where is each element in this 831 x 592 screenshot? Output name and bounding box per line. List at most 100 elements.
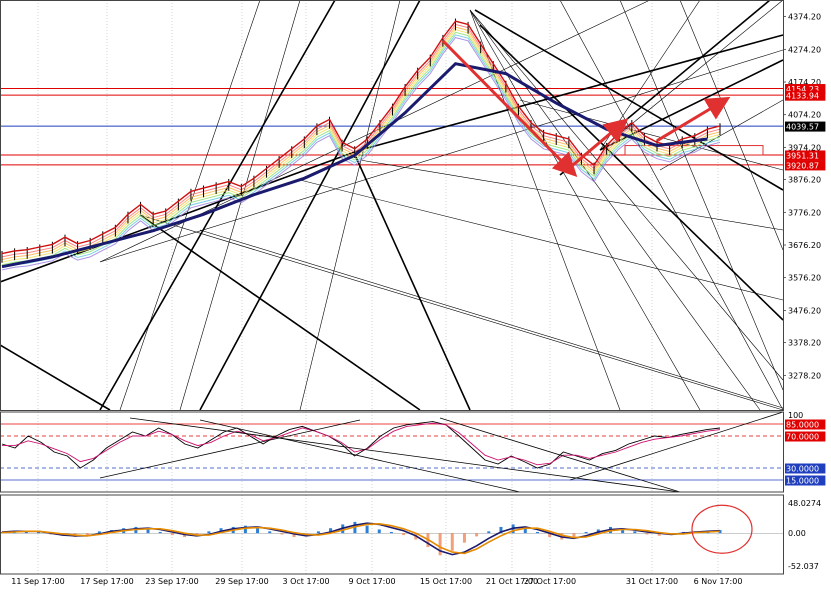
x-tick-label: 6 Nov 17:00 bbox=[694, 577, 743, 586]
price-y-tick-label: 4074.20 bbox=[788, 111, 821, 120]
trendline bbox=[119, 0, 261, 411]
price-ma-line bbox=[1, 62, 708, 269]
histogram-bar bbox=[158, 531, 162, 534]
price-y-tick-label: 4274.20 bbox=[788, 45, 821, 54]
price-ribbon-line bbox=[1, 31, 721, 266]
histogram-bar bbox=[268, 531, 272, 534]
histogram-axis-label: -52.037 bbox=[788, 562, 819, 571]
highlight-circle bbox=[691, 504, 753, 554]
histogram-bar bbox=[572, 533, 576, 538]
oscillator-panel-frame bbox=[0, 411, 784, 493]
x-tick-label: 31 Oct 17:00 bbox=[626, 577, 678, 586]
histogram-bar bbox=[645, 533, 649, 535]
price-y-tick-label: 3278.20 bbox=[788, 371, 821, 380]
price-ribbon-line bbox=[1, 34, 721, 268]
price-y-tick-label: 3876.20 bbox=[788, 176, 821, 185]
histogram-bar bbox=[85, 533, 89, 536]
trendline bbox=[659, 99, 784, 171]
oscillator-level-tag-bg bbox=[785, 475, 826, 486]
trendline bbox=[469, 9, 761, 411]
histogram-signal-line bbox=[1, 522, 721, 555]
annotations bbox=[441, 39, 731, 178]
oscillator-trendline bbox=[129, 417, 681, 493]
oscillator-trendline bbox=[99, 419, 361, 479]
histogram-bar bbox=[584, 531, 588, 534]
histogram-axis-label: 48.0274 bbox=[788, 499, 821, 508]
histogram-bar bbox=[462, 533, 466, 543]
trendline bbox=[599, 0, 784, 151]
oscillator-axis-label: 100 bbox=[788, 411, 803, 420]
price-level-tag-bg bbox=[785, 150, 826, 161]
histogram-grid bbox=[37, 495, 719, 574]
price-level-tag-bg bbox=[785, 90, 826, 101]
current-price-tag-bg bbox=[785, 121, 826, 132]
histogram-bar bbox=[146, 529, 150, 534]
histogram-bar bbox=[280, 533, 284, 535]
x-tick-label: 21 Oct 17:00 bbox=[486, 577, 538, 586]
histogram-bar bbox=[97, 531, 101, 534]
trendline bbox=[619, 0, 784, 391]
price-y-tick-label: 4174.20 bbox=[788, 78, 821, 87]
trendline bbox=[139, 214, 784, 411]
price-level-tag-bg bbox=[785, 84, 826, 95]
histogram-bar bbox=[292, 533, 296, 538]
price-ribbon-line bbox=[1, 37, 721, 271]
histogram-bar bbox=[633, 531, 637, 534]
histogram-bar bbox=[475, 533, 479, 537]
current-price-tag: 4039.57 bbox=[786, 123, 819, 132]
oscillator-line bbox=[2, 422, 721, 466]
price-y-tick-label: 3378.20 bbox=[788, 339, 821, 348]
histogram-bar bbox=[657, 533, 661, 536]
price-y-tick-label: 3676.20 bbox=[788, 241, 821, 250]
histogram-bar bbox=[487, 531, 491, 534]
price-panel-frame bbox=[0, 0, 784, 411]
x-tick-label: 29 Sep 17:00 bbox=[215, 577, 268, 586]
x-tick-label: 9 Oct 17:00 bbox=[348, 577, 395, 586]
histogram-bar bbox=[389, 531, 393, 534]
histogram-bar bbox=[535, 531, 539, 534]
histogram-bar bbox=[256, 528, 260, 534]
trendline bbox=[354, 154, 471, 411]
panel-frames bbox=[0, 0, 784, 575]
oscillator-level-tag-bg bbox=[785, 419, 826, 430]
trendline bbox=[199, 229, 784, 409]
histogram-bars bbox=[0, 504, 783, 556]
price-y-tick-label: 3576.20 bbox=[788, 274, 821, 283]
oscillator-level-tag-bg bbox=[785, 431, 826, 442]
oscillator-level-tag: 30.0000 bbox=[786, 465, 819, 474]
histogram-bar bbox=[402, 533, 406, 536]
x-tick-label: 23 Sep 17:00 bbox=[145, 577, 198, 586]
price-grid bbox=[0, 0, 783, 410]
price-series bbox=[1, 18, 721, 271]
trendline bbox=[359, 159, 784, 231]
price-ribbon-line bbox=[1, 23, 721, 258]
oscillator-level-tag-bg bbox=[785, 463, 826, 474]
trendline bbox=[299, 0, 401, 411]
trendline bbox=[99, 49, 784, 263]
trendline bbox=[179, 0, 301, 411]
x-tick-label: 17 Sep 17:00 bbox=[80, 577, 133, 586]
trendline-fans bbox=[0, 0, 784, 411]
price-ribbon-line bbox=[1, 29, 721, 263]
oscillator-line bbox=[1, 421, 721, 469]
trendline bbox=[599, 0, 701, 151]
histogram-bar bbox=[548, 533, 552, 538]
price-level-tag-bg bbox=[785, 160, 826, 171]
histogram-bar bbox=[316, 531, 320, 534]
trendline bbox=[679, 0, 784, 251]
price-arrow bbox=[567, 118, 629, 170]
oscillator-level-tag: 85.0000 bbox=[786, 421, 819, 430]
histogram-bar bbox=[377, 529, 381, 534]
trendline bbox=[519, 99, 784, 171]
price-close-line bbox=[1, 20, 721, 255]
trendline bbox=[474, 9, 784, 191]
price-level-tag: 3951.31 bbox=[786, 151, 819, 160]
target-zone-box bbox=[624, 145, 764, 156]
trendline bbox=[479, 24, 784, 321]
histogram-bar bbox=[170, 533, 174, 536]
price-arrow bbox=[656, 96, 731, 142]
histogram-bar bbox=[621, 529, 625, 534]
oscillator-level-tag: 15.0000 bbox=[786, 477, 819, 486]
histogram-bar bbox=[450, 533, 454, 551]
